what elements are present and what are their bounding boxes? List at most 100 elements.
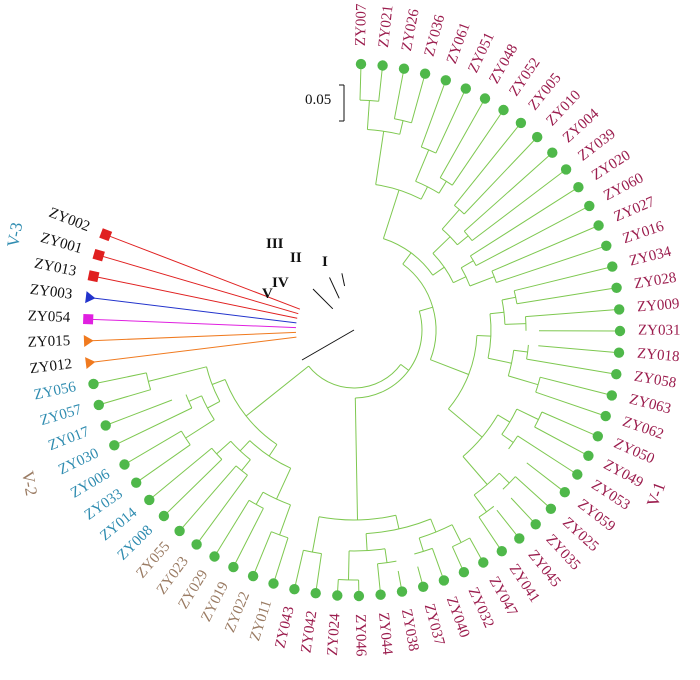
internal-branch — [211, 379, 226, 385]
internal-branch — [375, 131, 385, 185]
terminal-branch — [510, 497, 537, 525]
leaf-marker-zy055 — [174, 525, 185, 537]
internal-branch — [418, 537, 424, 552]
terminal-branch — [496, 509, 520, 539]
leaf-marker-zy047 — [478, 557, 489, 568]
terminal-branch — [514, 266, 613, 292]
leaf-label-zy012: ZY012 — [29, 356, 73, 377]
internal-branch — [516, 408, 539, 420]
terminal-branch — [98, 389, 151, 406]
leaf-marker-zy026 — [398, 63, 410, 74]
terminal-branch — [411, 73, 426, 123]
leaf-marker-zy048 — [479, 93, 491, 104]
leaf-marker-zy011 — [268, 578, 279, 589]
internal-branch — [504, 323, 526, 325]
leaf-marker-zy042 — [310, 588, 321, 599]
terminal-branch — [148, 447, 213, 501]
terminal-branch — [525, 308, 620, 318]
internal-branch — [366, 100, 370, 130]
leaf-marker-zy020 — [573, 182, 584, 193]
internal-branch — [420, 186, 428, 200]
internal-branch — [473, 494, 487, 513]
internal-branch — [207, 400, 221, 409]
root-branch — [301, 329, 355, 361]
leaf-marker-zy046 — [353, 590, 365, 602]
internal-arc — [501, 299, 506, 325]
leaf-label-zy024: ZY024 — [325, 612, 344, 656]
internal-branch — [462, 456, 488, 485]
leaf-marker-zy025 — [545, 503, 557, 514]
terminal-branch — [179, 465, 237, 532]
leaf-marker-zy041 — [496, 546, 507, 557]
leaf-label-zy062: ZY062 — [620, 414, 665, 443]
terminal-branch — [214, 500, 250, 557]
terminal-branch — [463, 136, 538, 215]
internal-branch — [457, 235, 469, 246]
terminal-branch — [534, 426, 589, 457]
leaf-marker-zy028 — [611, 282, 622, 293]
leaf-marker-zy040 — [438, 575, 450, 586]
internal-arc — [478, 505, 495, 518]
outgroup-branch — [88, 331, 297, 342]
internal-arc — [507, 350, 515, 377]
internal-branch — [438, 181, 447, 194]
internal-branch — [216, 440, 232, 455]
terminal-branch — [475, 205, 590, 267]
terminal-branch — [359, 64, 362, 101]
internal-branch — [185, 419, 215, 439]
terminal-branch — [124, 430, 182, 465]
leaf-label-zy011: ZY011 — [247, 598, 275, 643]
leaf-label-zy056: ZY056 — [33, 379, 78, 403]
leaf-marker-zy031 — [614, 325, 626, 337]
outgroup-branch — [89, 336, 297, 363]
clade-v-branch — [312, 288, 334, 310]
internal-arc — [526, 344, 529, 360]
leaf-marker-zy003 — [85, 291, 96, 304]
leaf-marker-zy009 — [614, 304, 625, 315]
terminal-branch — [470, 186, 579, 257]
terminal-branch — [526, 462, 566, 493]
leaf-marker-zy030 — [109, 440, 120, 451]
terminal-branch — [515, 476, 552, 510]
leaf-marker-zy063 — [606, 390, 617, 401]
internal-branch — [430, 518, 437, 533]
leaf-label-zy013: ZY013 — [33, 256, 78, 280]
clade-label-V: V — [262, 286, 273, 302]
group-label-v2: V-2 — [18, 469, 41, 497]
outgroup-branch — [98, 254, 299, 315]
leaf-label-zy002: ZY002 — [47, 205, 92, 235]
terminal-branch — [93, 372, 147, 385]
terminal-branch — [451, 109, 504, 186]
leaf-marker-zy036 — [419, 68, 431, 79]
leaf-marker-zy019 — [228, 561, 239, 573]
internal-branch — [382, 189, 400, 239]
internal-branch — [508, 375, 539, 386]
leaf-marker-zy021 — [377, 60, 388, 71]
terminal-branch — [526, 358, 617, 375]
terminal-branch — [393, 68, 405, 119]
internal-arc — [201, 395, 215, 420]
internal-branch — [311, 516, 320, 553]
leaf-marker-zy054 — [83, 314, 94, 325]
terminal-branch — [105, 399, 173, 426]
leaf-label-zy058: ZY058 — [633, 369, 678, 392]
terminal-branch — [293, 550, 304, 590]
internal-arc — [206, 366, 221, 402]
leaf-label-zy040: ZY040 — [443, 594, 472, 639]
internal-arc — [394, 118, 412, 124]
internal-branch — [365, 533, 368, 551]
leaf-label-zy063: ZY063 — [627, 391, 672, 417]
terminal-branch — [435, 88, 467, 154]
internal-branch — [498, 472, 510, 484]
leaf-markers — [83, 58, 626, 602]
leaf-label-zy018: ZY018 — [636, 346, 680, 366]
internal-branch — [501, 296, 516, 301]
internal-branch — [245, 365, 309, 417]
leaf-marker-zy033 — [131, 477, 142, 488]
scale-bar-label: 0.05 — [305, 92, 331, 108]
leaf-marker-zy023 — [191, 539, 202, 550]
leaf-label-zy043: ZY043 — [273, 605, 298, 650]
leaf-marker-zy062 — [600, 410, 611, 422]
terminal-branch — [439, 98, 486, 178]
leaf-label-zy028: ZY028 — [633, 270, 677, 293]
